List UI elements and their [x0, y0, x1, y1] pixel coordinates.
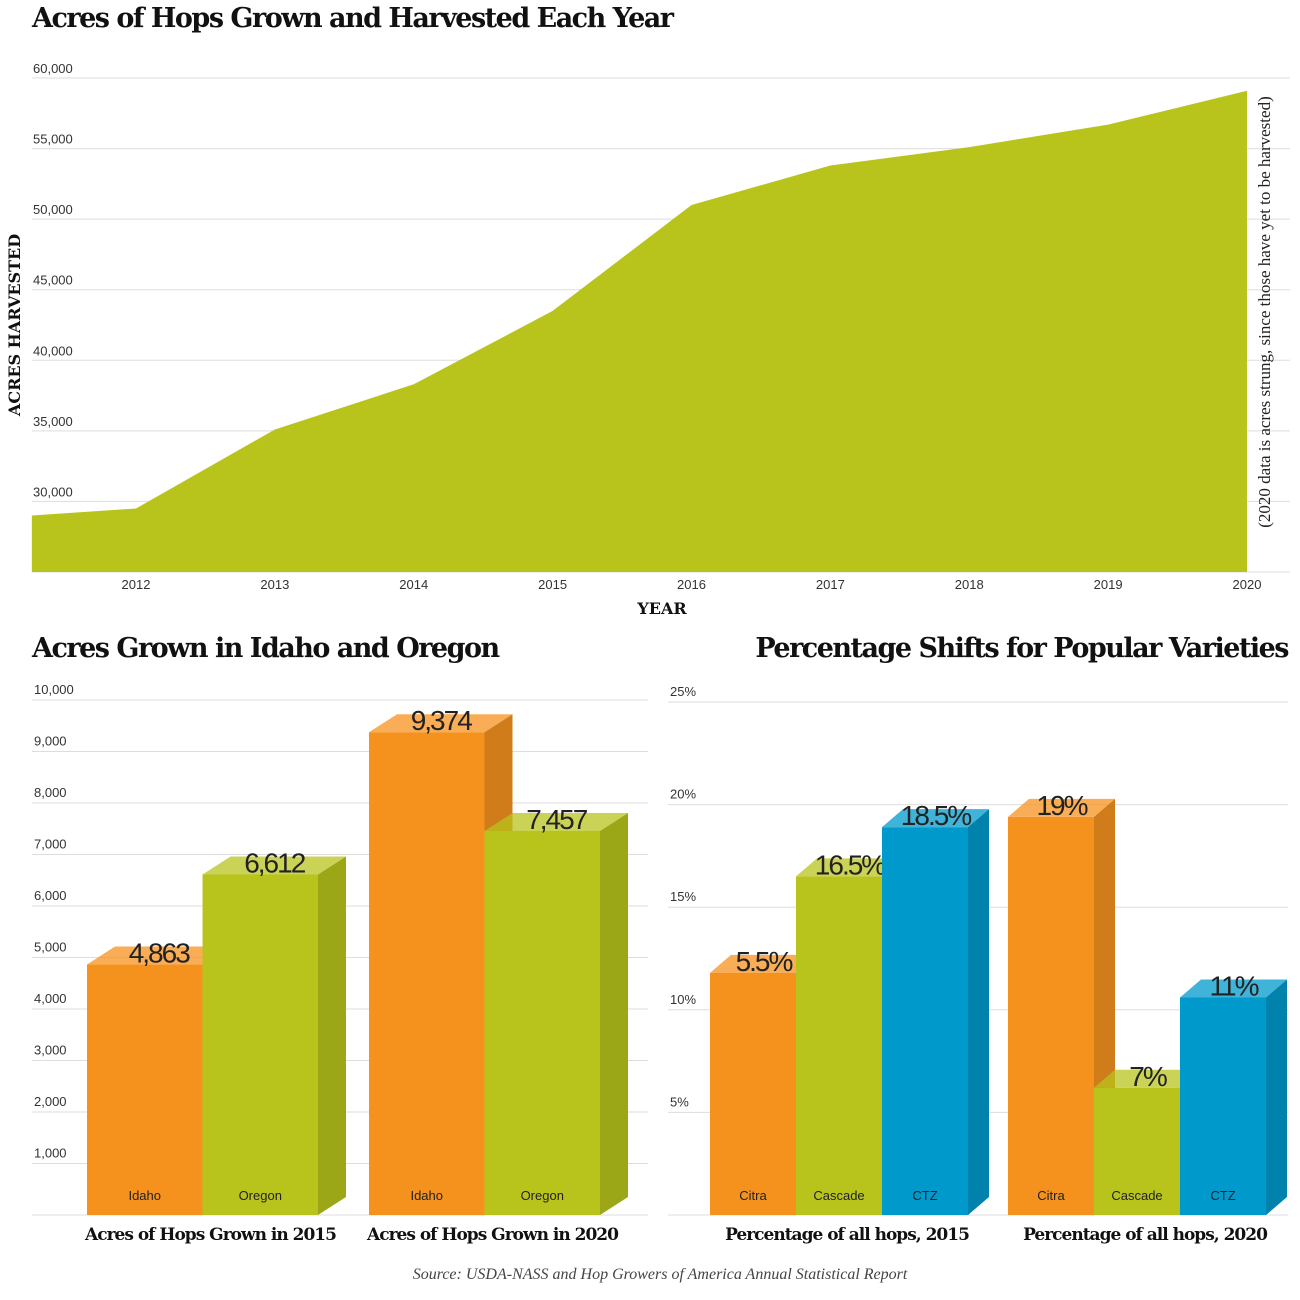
area-series [31, 90, 1247, 573]
y-tick-label: 30,000 [33, 484, 73, 499]
x-tick-label: 2013 [260, 577, 289, 592]
y-tick-label: 50,000 [33, 202, 73, 217]
y-tick-label: 35,000 [33, 414, 73, 429]
group-label: Percentage of all hops, 2020 [1023, 1225, 1268, 1245]
varieties-title: Percentage Shifts for Popular Varieties [755, 633, 1289, 664]
bar-citra [1008, 816, 1094, 1215]
bar-top [1094, 1069, 1201, 1088]
y-tick-label: 7,000 [34, 837, 67, 852]
y-tick-label: 15% [670, 889, 696, 904]
bar-top [202, 856, 346, 875]
data-label: 18.5% [901, 800, 971, 831]
x-tick-label: 2018 [955, 577, 984, 592]
data-label: 9,374 [411, 705, 472, 736]
y-tick-label: 10% [670, 992, 696, 1007]
y-tick-label: 40,000 [33, 343, 73, 358]
data-label: 7,457 [526, 804, 587, 835]
bar-idaho [87, 964, 203, 1215]
bar-oregon [202, 874, 318, 1215]
idaho-oregon-title: Acres Grown in Idaho and Oregon [31, 633, 501, 664]
area-chart-title: Acres of Hops Grown and Harvested Each Y… [31, 3, 675, 34]
data-label: 7% [1129, 1061, 1167, 1092]
data-label: 16.5% [815, 849, 885, 880]
bar-cascade [1094, 1087, 1180, 1215]
bar-category-label: CTZ [1210, 1188, 1235, 1203]
bar-category-label: Oregon [239, 1188, 282, 1203]
y-tick-label: 60,000 [33, 61, 73, 76]
data-label: 4,863 [129, 938, 190, 969]
bar-side [1266, 979, 1287, 1215]
x-tick-label: 2014 [399, 577, 428, 592]
bar-cascade [796, 876, 882, 1215]
x-tick-label: 2016 [677, 577, 706, 592]
x-axis-label: YEAR [636, 599, 687, 618]
y-tick-label: 20% [670, 787, 696, 802]
bar-category-label: CTZ [912, 1188, 937, 1203]
bar-category-label: Oregon [521, 1188, 564, 1203]
source-note: Source: USDA-NASS and Hop Growers of Ame… [413, 1266, 908, 1283]
bar-top [369, 714, 513, 733]
bar-category-label: Cascade [1111, 1188, 1162, 1203]
y-tick-label: 55,000 [33, 132, 73, 147]
data-label: 5.5% [736, 946, 793, 977]
bar-category-label: Idaho [410, 1188, 443, 1203]
x-tick-label: 2012 [122, 577, 151, 592]
y-tick-label: 6,000 [34, 888, 67, 903]
bar-idaho [369, 732, 485, 1215]
bar-category-label: Idaho [128, 1188, 161, 1203]
bar-side [318, 856, 346, 1215]
bar-top [796, 858, 903, 877]
group-label: Acres of Hops Grown in 2015 [84, 1225, 336, 1245]
data-label: 19% [1036, 790, 1087, 821]
y-tick-label: 3,000 [34, 1043, 67, 1058]
y-tick-label: 5,000 [34, 940, 67, 955]
y-tick-label: 4,000 [34, 991, 67, 1006]
x-tick-label: 2015 [538, 577, 567, 592]
x-tick-label: 2019 [1094, 577, 1123, 592]
bar-ctz [1180, 997, 1266, 1215]
y-axis-label: ACRES HARVESTED [5, 234, 24, 417]
y-tick-label: 8,000 [34, 785, 67, 800]
bar-side [600, 812, 628, 1215]
bar-category-label: Citra [739, 1188, 767, 1203]
bar-top [87, 946, 231, 965]
y-tick-label: 2,000 [34, 1094, 67, 1109]
bar-citra [710, 972, 796, 1215]
group-label: Acres of Hops Grown in 2020 [366, 1225, 619, 1245]
y-tick-label: 45,000 [33, 273, 73, 288]
bar-oregon [484, 830, 600, 1215]
bar-top [1180, 979, 1287, 998]
data-label: 11% [1210, 970, 1259, 1001]
x-tick-label: 2020 [1233, 577, 1262, 592]
group-label: Percentage of all hops, 2015 [725, 1225, 969, 1245]
bar-top [1008, 798, 1115, 817]
annotation-2020: (2020 data is acres strung, since those … [1255, 96, 1274, 527]
x-tick-label: 2017 [816, 577, 845, 592]
y-tick-label: 10,000 [34, 682, 74, 697]
y-tick-label: 5% [670, 1094, 689, 1109]
data-label: 6,612 [244, 847, 305, 878]
bar-ctz [882, 827, 968, 1215]
bar-side [968, 809, 989, 1215]
y-tick-label: 1,000 [34, 1146, 67, 1161]
bar-top [484, 812, 628, 831]
bar-category-label: Citra [1037, 1188, 1065, 1203]
bar-category-label: Cascade [813, 1188, 864, 1203]
y-tick-label: 9,000 [34, 734, 67, 749]
bar-top [882, 809, 989, 828]
y-tick-label: 25% [670, 684, 696, 699]
bar-top [710, 954, 817, 973]
